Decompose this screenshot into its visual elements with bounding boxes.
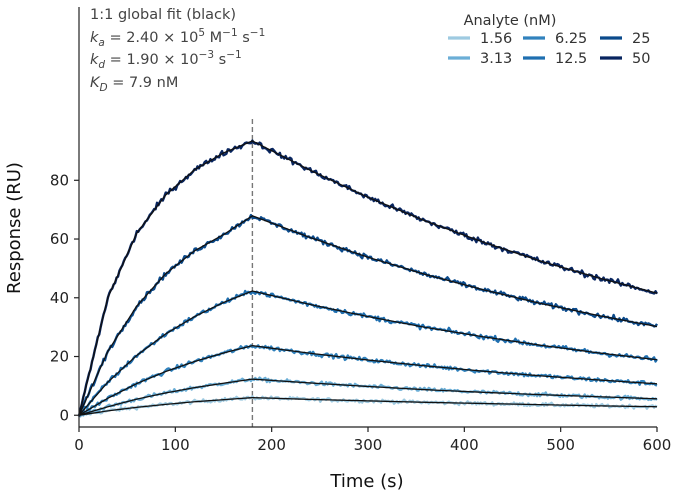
annotation-ka: ka = 2.40 × 105 M−1 s−1 [90, 27, 265, 49]
series-trace-50 [77, 139, 659, 417]
y-tick-label: 60 [50, 230, 69, 248]
x-tick-label: 100 [161, 436, 190, 454]
fit-line-12_5 [78, 290, 658, 416]
annotation-kd: kd = 1.90 × 10−3 s−1 [90, 49, 242, 71]
legend-label-25: 25 [632, 31, 650, 47]
x-axis-title: Time (s) [329, 471, 403, 492]
series-trace-3_13 [77, 376, 658, 418]
fit-parameters-annotation: 1:1 global fit (black) ka = 2.40 × 105 M−… [90, 7, 265, 94]
y-tick-label: 20 [50, 348, 69, 366]
legend-label-50: 50 [632, 51, 650, 67]
y-tick-label: 40 [50, 289, 69, 307]
fit-line-3_13 [78, 378, 658, 416]
legend-title: Analyte (nM) [464, 13, 557, 29]
fit-line-50 [78, 140, 658, 416]
plot-area [77, 119, 659, 427]
axes: 0 100 200 300 400 500 600 0 20 40 60 80 [50, 7, 671, 454]
fit-line-1_56 [78, 396, 658, 416]
x-tick-label: 500 [546, 436, 575, 454]
x-tick-label: 200 [257, 436, 286, 454]
x-tick-label: 400 [450, 436, 479, 454]
annotation-title: 1:1 global fit (black) [90, 7, 236, 23]
annotation-KD: KD = 7.9 nM [90, 75, 178, 94]
y-tick-label: 80 [50, 171, 69, 189]
fit-line-25 [78, 215, 658, 416]
x-tick-label: 600 [643, 436, 672, 454]
x-tick-label: 0 [74, 436, 84, 454]
legend-label-6_25: 6.25 [555, 31, 587, 47]
legend-label-1_56: 1.56 [480, 31, 512, 47]
legend-label-12_5: 12.5 [555, 51, 587, 67]
x-tick-label: 300 [354, 436, 383, 454]
legend-label-3_13: 3.13 [480, 51, 512, 67]
y-tick-label: 0 [59, 406, 69, 424]
legend: Analyte (nM) 1.56 3.13 6.25 12.5 25 50 [448, 13, 650, 67]
y-axis-title: Response (RU) [4, 162, 25, 294]
fit-line-6_25 [78, 344, 658, 416]
